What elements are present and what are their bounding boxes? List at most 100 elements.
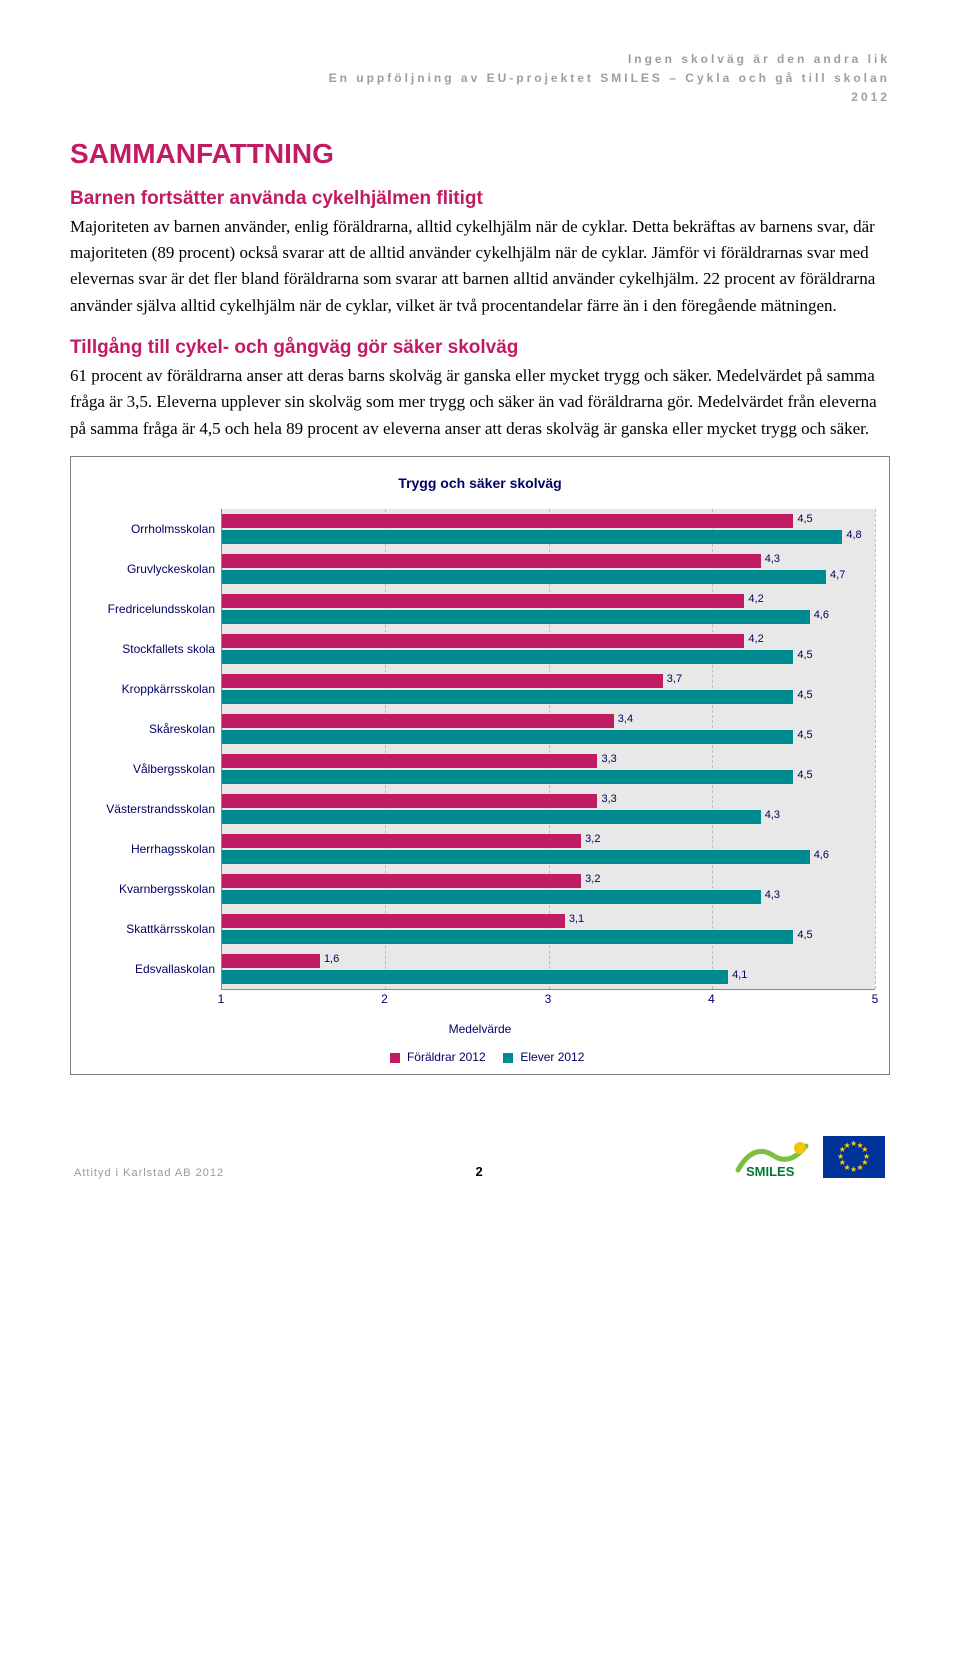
chart-bar-value-elever: 4,8 <box>846 529 861 541</box>
chart-bar-elever <box>222 770 793 784</box>
chart-category-label: Skattkärrsskolan <box>85 909 215 949</box>
chart-bar-value-foraldrar: 3,4 <box>618 713 633 725</box>
chart-bar-value-elever: 4,5 <box>797 689 812 701</box>
section1-heading: Barnen fortsätter använda cykelhjälmen f… <box>70 188 890 210</box>
chart-bar-foraldrar <box>222 754 597 768</box>
chart-x-tick: 2 <box>381 992 388 1006</box>
chart-bar-elever <box>222 610 810 624</box>
chart-x-tick: 1 <box>218 992 225 1006</box>
chart-category-label: Herrhagsskolan <box>85 829 215 869</box>
chart-bar-foraldrar <box>222 834 581 848</box>
chart-bar-foraldrar <box>222 674 663 688</box>
chart-bar-row: 1,6 4,1 <box>222 949 875 989</box>
chart-x-tick: 3 <box>545 992 552 1006</box>
chart-bar-value-foraldrar: 3,7 <box>667 673 682 685</box>
chart-category-label: Kroppkärrsskolan <box>85 669 215 709</box>
chart-x-tick: 4 <box>708 992 715 1006</box>
chart-bar-value-elever: 4,7 <box>830 569 845 581</box>
chart-bar-elever <box>222 930 793 944</box>
chart-bar-value-foraldrar: 3,3 <box>601 753 616 765</box>
chart-y-labels: OrrholmsskolanGruvlyckeskolanFredricelun… <box>85 509 221 990</box>
header-block: Ingen skolväg är den andra lik En uppföl… <box>70 50 890 108</box>
chart-x-tick: 5 <box>872 992 879 1006</box>
chart-bar-value-elever: 4,5 <box>797 729 812 741</box>
chart-bar-value-elever: 4,5 <box>797 649 812 661</box>
chart-bar-foraldrar <box>222 714 614 728</box>
chart-bar-foraldrar <box>222 874 581 888</box>
chart-bar-foraldrar <box>222 954 320 968</box>
chart-bar-foraldrar <box>222 794 597 808</box>
chart-bar-elever <box>222 810 761 824</box>
chart-bar-elever <box>222 650 793 664</box>
eu-flag-icon: ★★★★★★★★★★★★ <box>822 1135 886 1179</box>
chart-bar-foraldrar <box>222 634 744 648</box>
footer-logos: SMILES ★★★★★★★★★★★★ <box>734 1135 886 1179</box>
chart-bar-row: 4,5 4,8 <box>222 509 875 549</box>
footer: Attityd i Karlstad AB 2012 2 SMILES ★★★★… <box>70 1135 890 1179</box>
chart-plot-area: OrrholmsskolanGruvlyckeskolanFredricelun… <box>85 509 875 990</box>
chart-bar-value-foraldrar: 1,6 <box>324 953 339 965</box>
footer-left: Attityd i Karlstad AB 2012 <box>74 1167 224 1179</box>
chart-bar-row: 3,4 4,5 <box>222 709 875 749</box>
chart-bar-elever <box>222 970 728 984</box>
smiles-logo-icon: SMILES <box>734 1136 812 1178</box>
chart-bar-foraldrar <box>222 594 744 608</box>
chart-bar-elever <box>222 890 761 904</box>
chart-bar-value-foraldrar: 4,2 <box>748 593 763 605</box>
chart-bar-foraldrar <box>222 914 565 928</box>
chart-category-label: Västerstrandsskolan <box>85 789 215 829</box>
header-line2: En uppföljning av EU-projektet SMILES – … <box>70 69 890 88</box>
chart-bar-value-foraldrar: 3,2 <box>585 873 600 885</box>
chart-bar-value-foraldrar: 3,2 <box>585 833 600 845</box>
footer-page-number: 2 <box>224 1164 734 1179</box>
header-line3: 2012 <box>70 88 890 107</box>
header-line1: Ingen skolväg är den andra lik <box>70 50 890 69</box>
chart-bars-canvas: 4,5 4,8 4,3 4,7 4,2 4,6 4,2 4,5 3,7 4,5 3,4 4,5 3,3 4… <box>221 509 875 990</box>
chart-title: Trygg och säker skolväg <box>85 475 875 491</box>
chart-bar-row: 4,3 4,7 <box>222 549 875 589</box>
legend-label-elever: Elever 2012 <box>520 1050 584 1064</box>
chart-category-label: Skåreskolan <box>85 709 215 749</box>
chart-x-ticks: 12345 <box>221 992 875 1010</box>
chart-bar-row: 3,2 4,3 <box>222 869 875 909</box>
svg-text:SMILES: SMILES <box>746 1164 795 1178</box>
chart-category-label: Orrholmsskolan <box>85 509 215 549</box>
chart-category-label: Kvarnbergsskolan <box>85 869 215 909</box>
legend-label-foraldrar: Föräldrar 2012 <box>407 1050 486 1064</box>
page: Ingen skolväg är den andra lik En uppföl… <box>0 0 960 1199</box>
chart-bar-elever <box>222 570 826 584</box>
chart-legend: Föräldrar 2012 Elever 2012 <box>85 1050 875 1064</box>
chart-category-label: Fredricelundsskolan <box>85 589 215 629</box>
eu-star-icon: ★ <box>850 1165 857 1174</box>
page-title: SAMMANFATTNING <box>70 138 890 170</box>
chart-bar-value-foraldrar: 4,5 <box>797 513 812 525</box>
chart-bar-value-foraldrar: 4,3 <box>765 553 780 565</box>
chart-x-axis-label: Medelvärde <box>85 1022 875 1036</box>
eu-star-icon: ★ <box>844 1141 851 1150</box>
chart-category-label: Edsvallaskolan <box>85 949 215 989</box>
chart-bar-elever <box>222 530 842 544</box>
chart-bar-value-elever: 4,5 <box>797 929 812 941</box>
section1-body: Majoriteten av barnen använder, enlig fö… <box>70 214 890 319</box>
chart-bar-row: 4,2 4,5 <box>222 629 875 669</box>
eu-star-icon: ★ <box>857 1163 864 1172</box>
chart-category-label: Vålbergsskolan <box>85 749 215 789</box>
chart-bar-value-elever: 4,3 <box>765 889 780 901</box>
chart-gridline <box>875 509 876 989</box>
chart-bar-value-foraldrar: 4,2 <box>748 633 763 645</box>
chart-category-label: Stockfallets skola <box>85 629 215 669</box>
chart-bar-elever <box>222 690 793 704</box>
chart-bar-value-elever: 4,6 <box>814 849 829 861</box>
chart-bar-foraldrar <box>222 514 793 528</box>
legend-swatch-foraldrar <box>390 1053 400 1063</box>
chart-bar-value-elever: 4,5 <box>797 769 812 781</box>
chart-bar-elever <box>222 730 793 744</box>
chart-container: Trygg och säker skolväg OrrholmsskolanGr… <box>70 456 890 1075</box>
chart-bar-value-elever: 4,6 <box>814 609 829 621</box>
chart-bar-value-elever: 4,1 <box>732 969 747 981</box>
chart-bar-row: 3,7 4,5 <box>222 669 875 709</box>
chart-bar-row: 4,2 4,6 <box>222 589 875 629</box>
chart-bar-foraldrar <box>222 554 761 568</box>
chart-bar-value-elever: 4,3 <box>765 809 780 821</box>
chart-bar-value-foraldrar: 3,3 <box>601 793 616 805</box>
